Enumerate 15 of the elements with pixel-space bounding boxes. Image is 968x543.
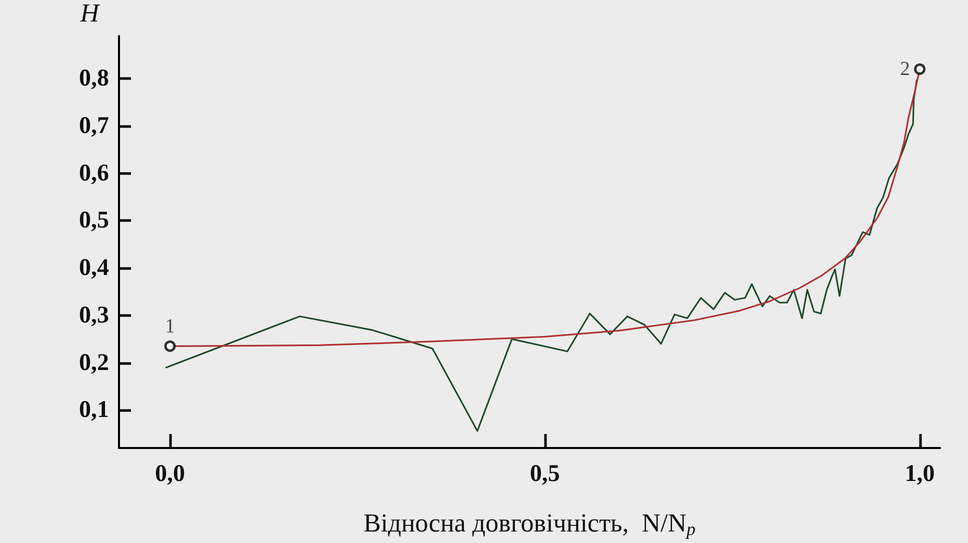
y-tick-label: 0,2 <box>79 350 109 376</box>
y-tick-label: 0,3 <box>79 302 109 328</box>
x-tick-label: 0,5 <box>530 461 560 487</box>
annotation: 1 <box>164 315 175 338</box>
y-tick-label: 0,8 <box>79 66 109 92</box>
y-tick-label: 0,6 <box>79 160 109 186</box>
y-tick-label: 0,4 <box>79 255 109 282</box>
y-axis-title: H <box>79 0 100 28</box>
y-tick-label: 0,1 <box>79 397 109 424</box>
line-series <box>165 79 918 432</box>
y-tick-label: 0,7 <box>79 112 109 139</box>
x-tick-label: 0,0 <box>154 461 185 487</box>
x-tick-label: 1,0 <box>904 461 935 487</box>
y-tick-label: 0,5 <box>79 208 109 234</box>
annotation: 2 <box>900 58 910 80</box>
